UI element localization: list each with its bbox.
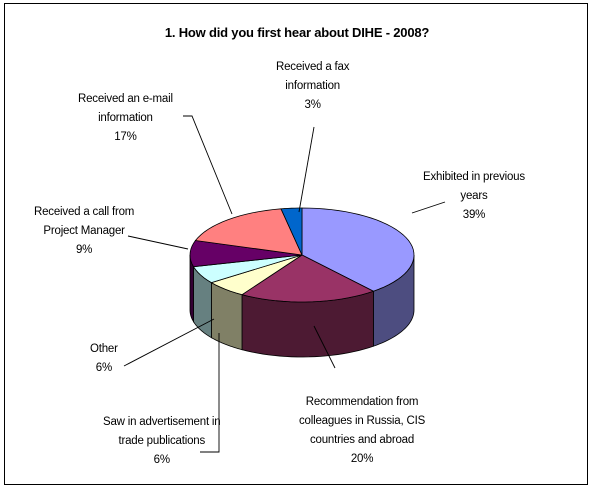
- slice-label-text: Exhibited in previous: [423, 171, 525, 183]
- leader-line-call: [127, 235, 189, 250]
- slice-label-text: colleagues in Russia, CIS: [299, 415, 426, 427]
- slice-label-recommendation: Recommendation from colleagues in Russia,…: [299, 393, 425, 469]
- slice-label-exhibited: Exhibited in previous years 39%: [423, 168, 525, 225]
- slice-label-advertisement: Saw in advertisement in trade publication…: [103, 413, 221, 470]
- slice-label-text: Saw in advertisement in: [103, 416, 221, 428]
- slice-percent: 6%: [95, 362, 112, 374]
- leader-line-other: [123, 318, 215, 367]
- slice-percent: 39%: [462, 209, 486, 221]
- pie-slice-other: [192, 254, 303, 284]
- slice-label-call: Received a call from Project Manager 9%: [34, 203, 134, 260]
- pie-slice-exhibited: [301, 207, 415, 292]
- slice-label-text: Other: [90, 343, 118, 355]
- leader-line-email: [183, 115, 233, 215]
- slice-label-text: countries and abroad: [309, 434, 415, 446]
- pie-slice-fax: [280, 207, 303, 256]
- slice-label-text: Received a call from: [34, 206, 135, 218]
- slice-label-text: Project Manager: [43, 225, 125, 237]
- slice-percent: 17%: [114, 131, 137, 143]
- slice-percent: 3%: [304, 99, 321, 111]
- slice-label-text: trade publications: [118, 435, 206, 447]
- leader-line-advertisement: [200, 333, 220, 453]
- slice-label-text: information: [285, 80, 340, 92]
- pie-slice-recommendation: [241, 254, 375, 303]
- pie-top: [189, 207, 415, 303]
- leader-line-fax: [298, 126, 315, 213]
- pie-slice-email: [194, 208, 303, 256]
- chart-title: 1. How did you first hear about DIHE - 2…: [164, 25, 430, 40]
- pie-slice-advertisement: [210, 254, 303, 296]
- slice-percent: 20%: [350, 453, 374, 465]
- slice-label-text: Received an e-mail: [78, 93, 173, 105]
- leader-lines: [123, 115, 446, 453]
- slice-label-text: information: [98, 112, 153, 124]
- slice-label-text: Received a fax: [276, 61, 350, 73]
- slice-label-text: Recommendation from: [305, 396, 419, 408]
- pie-slice-call: [189, 240, 303, 268]
- pie-sides: [189, 254, 415, 358]
- slice-label-email: Received an e-mail information 17%: [78, 90, 173, 147]
- slice-label-fax: Received a fax information 3%: [276, 58, 349, 115]
- leader-line-recommendation: [313, 325, 336, 369]
- leader-line-exhibited: [411, 201, 446, 214]
- slice-label-other: Other 6%: [90, 340, 118, 378]
- slice-percent: 9%: [75, 244, 93, 256]
- slice-percent: 6%: [153, 454, 170, 466]
- slice-label-text: years: [460, 190, 488, 202]
